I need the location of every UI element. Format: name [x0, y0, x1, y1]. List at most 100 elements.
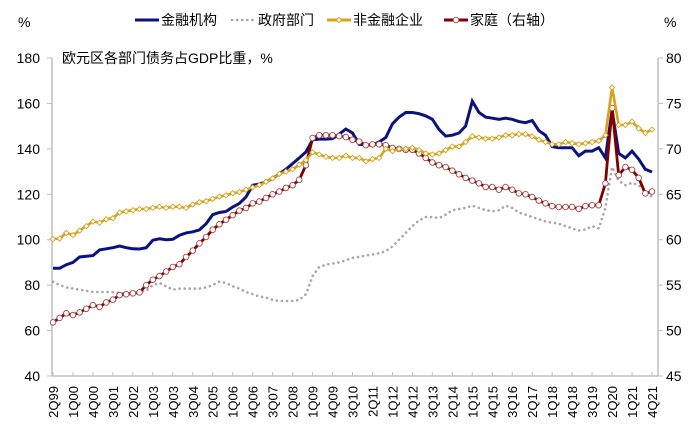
data-point-marker [222, 216, 230, 223]
data-point-marker [648, 188, 656, 195]
data-point-marker [262, 194, 270, 202]
data-point-marker [282, 168, 290, 175]
data-point-marker [562, 138, 569, 146]
data-point-marker [442, 163, 449, 171]
data-point-marker [628, 118, 636, 125]
axes: 40 60 80 100 120 140 160 180 45 50 55 60 65 70 75 80 2Q9… [17, 50, 682, 418]
data-point-marker [349, 136, 356, 144]
x-tick-label: 1Q12 [385, 386, 400, 418]
data-point-marker [595, 201, 603, 209]
data-point-marker [162, 268, 170, 275]
left-tick-label: 180 [17, 50, 41, 66]
data-point-marker [89, 301, 97, 309]
data-point-marker [209, 195, 216, 203]
data-point-marker [449, 143, 456, 150]
left-tick-label: 100 [17, 232, 41, 248]
data-point-marker [149, 276, 157, 283]
x-tick-label: 2Q02 [126, 386, 141, 418]
x-tick-label: 3Q04 [186, 386, 201, 418]
data-point-marker [109, 214, 117, 222]
x-tick-label: 1Q09 [306, 386, 321, 418]
data-point-marker [269, 191, 276, 198]
x-tick-label: 3Q16 [505, 386, 520, 418]
legend-item-3: 非金融企业 [327, 12, 423, 28]
left-tick-label: 80 [24, 277, 40, 293]
data-point-marker [256, 181, 263, 189]
data-point-marker [116, 209, 123, 216]
data-point-marker [329, 154, 336, 162]
data-point-marker [282, 184, 290, 192]
data-point-marker [508, 186, 516, 193]
data-point-marker [462, 138, 469, 146]
data-point-marker [602, 131, 609, 139]
data-point-marker [122, 290, 130, 298]
data-point-marker [382, 145, 390, 153]
data-point-marker [289, 166, 296, 173]
data-point-marker [156, 272, 163, 280]
data-point-marker [209, 226, 216, 233]
legend-item-4: 家庭（右轴） [444, 12, 554, 28]
data-point-marker [269, 175, 276, 182]
right-tick-label: 55 [666, 277, 682, 293]
data-point-marker [475, 134, 483, 141]
x-tick-label: 1Q15 [465, 386, 480, 418]
data-point-marker [449, 167, 456, 174]
data-point-marker [415, 146, 423, 154]
data-point-marker [442, 146, 449, 154]
x-tick-label: 2Q20 [605, 386, 620, 418]
data-point-marker [196, 240, 203, 247]
data-point-marker [89, 218, 97, 225]
data-point-marker [176, 260, 183, 268]
data-point-marker [129, 206, 137, 214]
data-point-marker [562, 203, 569, 211]
data-point-marker [362, 141, 370, 149]
data-point-marker [96, 303, 103, 311]
legend-item-1: 金融机构 [135, 12, 217, 28]
x-tick-label: 1Q00 [66, 386, 81, 418]
x-tick-label: 2Q08 [286, 386, 301, 418]
right-tick-label: 60 [666, 232, 682, 248]
data-point-marker [575, 205, 583, 213]
data-point-marker [622, 163, 629, 171]
data-point-marker [242, 186, 250, 193]
data-point-marker [196, 198, 203, 206]
data-point-marker [355, 154, 363, 162]
data-point-marker [362, 158, 370, 165]
data-point-marker [182, 253, 190, 261]
data-point-marker [542, 138, 549, 146]
legend-label: 政府部门 [258, 12, 314, 28]
x-tick-label: 4Q06 [246, 386, 261, 418]
legend-label: 非金融企业 [353, 12, 423, 28]
data-point-marker [582, 139, 589, 147]
data-point-marker [102, 299, 110, 306]
left-tick-label: 120 [17, 186, 41, 202]
data-point-marker [322, 153, 330, 161]
data-point-marker [289, 181, 296, 189]
left-tick-label: 140 [17, 141, 41, 157]
left-tick-label: 160 [17, 95, 41, 111]
data-point-marker [515, 130, 523, 138]
data-point-marker [242, 204, 250, 212]
data-point-marker [142, 281, 150, 289]
data-point-marker [342, 152, 350, 159]
data-point-marker [302, 156, 310, 164]
x-tick-label: 3Q10 [346, 386, 361, 418]
data-point-marker [315, 131, 323, 139]
data-point-marker [136, 205, 143, 213]
data-point-marker [83, 305, 90, 313]
data-point-marker [535, 197, 543, 204]
left-tick-label: 40 [24, 368, 40, 384]
data-point-marker [435, 150, 443, 157]
data-point-marker [588, 201, 596, 209]
data-point-marker [129, 290, 137, 297]
data-point-marker [435, 161, 443, 169]
data-point-marker [495, 134, 503, 141]
chart-title: 欧元区各部门债务占GDP比重，% [62, 50, 273, 66]
data-point-marker [355, 138, 363, 145]
data-point-marker [555, 203, 563, 211]
x-tick-label: 1Q21 [625, 386, 640, 418]
data-point-marker [642, 129, 649, 137]
data-point-marker [322, 131, 330, 139]
data-point-marker [149, 204, 157, 212]
